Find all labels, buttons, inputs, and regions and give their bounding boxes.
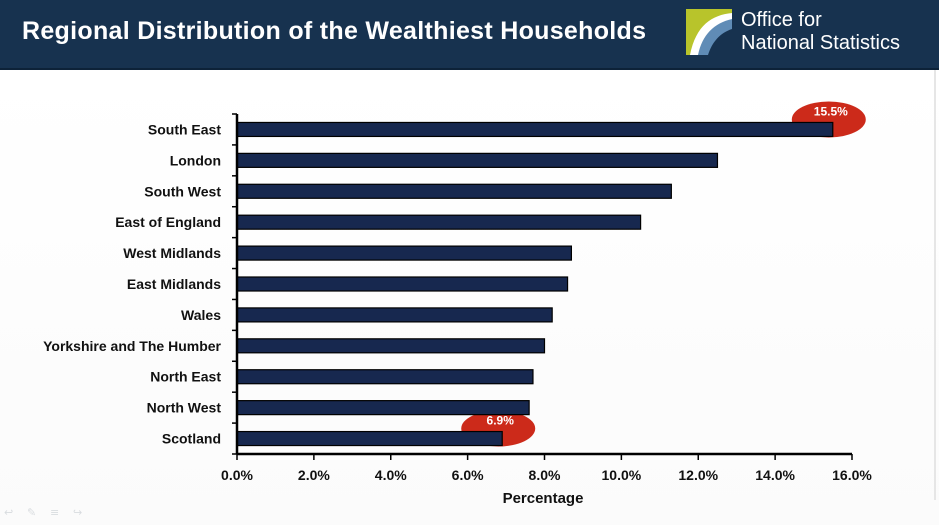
x-tick-label: 16.0%	[832, 467, 872, 483]
menu-icon[interactable]: ≡	[50, 506, 60, 519]
x-tick-label: 6.0%	[452, 467, 484, 483]
previous-icon[interactable]: ↩	[4, 506, 14, 519]
x-axis-title: Percentage	[503, 490, 584, 507]
bar	[236, 307, 553, 323]
x-tick-label: 10.0%	[602, 467, 642, 483]
category-label: Wales	[181, 307, 221, 323]
viewer-controls: ↩ ✎ ≡ ↪	[4, 507, 87, 521]
x-tick-label: 2.0%	[298, 467, 330, 483]
x-tick-label: 4.0%	[375, 467, 407, 483]
ons-logo-mark	[686, 9, 732, 55]
callout-label: 6.9%	[487, 414, 515, 428]
slide-background	[0, 70, 939, 525]
bar	[236, 214, 642, 230]
pen-icon[interactable]: ✎	[27, 506, 37, 519]
page-title: Regional Distribution of the Wealthiest …	[22, 17, 647, 45]
x-tick-label: 14.0%	[755, 467, 795, 483]
bar	[236, 121, 834, 138]
ons-logo-text: Office for National Statistics	[741, 9, 900, 55]
category-label: Scotland	[162, 431, 221, 447]
category-label: North West	[147, 400, 222, 416]
x-tick-label: 12.0%	[678, 467, 718, 483]
ons-logo: Office for National Statistics	[686, 9, 926, 59]
bar	[236, 369, 534, 385]
x-tick-label: 8.0%	[529, 467, 561, 483]
category-label: West Midlands	[123, 245, 221, 261]
category-label: East of England	[115, 214, 221, 230]
category-label: East Midlands	[127, 276, 221, 292]
category-label: North East	[150, 369, 221, 385]
bar	[236, 276, 569, 292]
bar	[236, 152, 719, 168]
next-icon[interactable]: ↪	[73, 506, 83, 519]
bar	[236, 430, 503, 447]
logo-line-1: Office for	[741, 9, 822, 31]
category-label: Yorkshire and The Humber	[43, 338, 221, 354]
bar	[236, 183, 672, 199]
category-label: London	[170, 152, 221, 168]
logo-line-2: National Statistics	[741, 32, 900, 54]
callout-label: 15.5%	[814, 104, 848, 118]
header-bar: Regional Distribution of the Wealthiest …	[0, 0, 939, 70]
bar	[236, 245, 573, 261]
category-label: South East	[148, 121, 221, 137]
slide-edge	[934, 70, 936, 500]
x-tick-label: 0.0%	[221, 467, 253, 483]
category-label: South West	[144, 183, 221, 199]
bar	[236, 400, 530, 416]
bar	[236, 338, 546, 354]
